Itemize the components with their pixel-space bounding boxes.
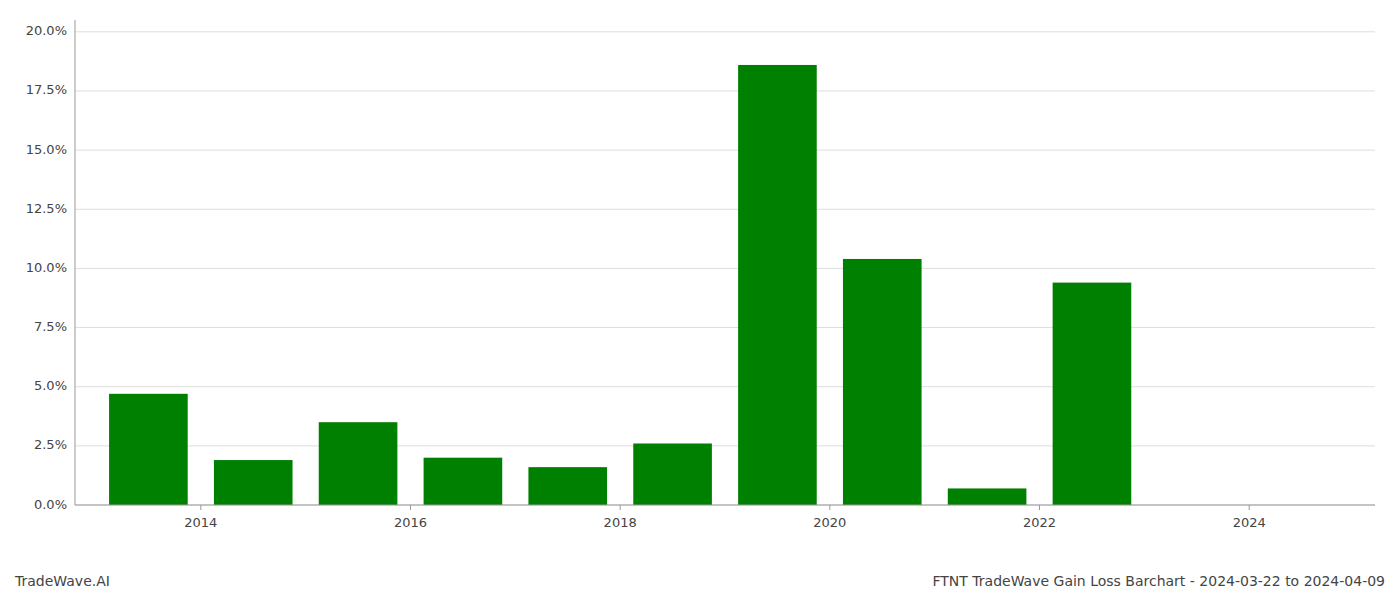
y-tick-label: 0.0% [34, 497, 67, 512]
y-tick-label: 5.0% [34, 378, 67, 393]
y-tick-label: 2.5% [34, 437, 67, 452]
bar [319, 422, 398, 505]
x-tick-label: 2020 [813, 515, 846, 530]
x-tick-label: 2016 [394, 515, 427, 530]
bar [633, 443, 712, 505]
grid-line [75, 445, 1375, 446]
y-axis-line [75, 20, 76, 505]
y-axis: 0.0% 2.5% 5.0% 7.5% 10.0% 12.5% 15.0% 17.5% 20.0… [26, 20, 75, 512]
x-axis-line [75, 505, 1375, 506]
title: FTNT TradeWave Gain Loss Barchart - 2024… [933, 573, 1386, 589]
y-tick-label: 7.5% [34, 319, 67, 334]
y-tick-label: 10.0% [26, 260, 67, 275]
bar [214, 460, 293, 505]
bar [109, 394, 188, 505]
x-axis: 2014 2016 2018 2020 2022 2024 [75, 505, 1375, 530]
chart-svg: 0.0% 2.5% 5.0% 7.5% 10.0% 12.5% 15.0% 17.5% 20.0… [0, 0, 1400, 600]
watermark: TradeWave.AI [14, 573, 110, 589]
bar [948, 488, 1027, 505]
x-tick [410, 505, 411, 510]
x-tick [200, 505, 201, 510]
grid-line [75, 209, 1375, 210]
bar [1053, 283, 1132, 505]
x-tick [620, 505, 621, 510]
bar [738, 65, 817, 505]
y-tick-label: 17.5% [26, 82, 67, 97]
grid-line [75, 327, 1375, 328]
x-tick-label: 2022 [1023, 515, 1056, 530]
grid [75, 32, 1375, 505]
grid-line [75, 90, 1375, 91]
grid-line [75, 386, 1375, 387]
y-tick-label: 15.0% [26, 142, 67, 157]
chart-container: 0.0% 2.5% 5.0% 7.5% 10.0% 12.5% 15.0% 17.5% 20.0… [0, 0, 1400, 600]
x-tick [1249, 505, 1250, 510]
bars [109, 65, 1131, 505]
grid-line [75, 268, 1375, 269]
y-tick-label: 20.0% [26, 23, 67, 38]
bar [424, 458, 503, 505]
x-tick [829, 505, 830, 510]
x-tick-label: 2018 [604, 515, 637, 530]
x-tick [1039, 505, 1040, 510]
x-tick-label: 2014 [184, 515, 217, 530]
y-tick-label: 12.5% [26, 201, 67, 216]
bar [843, 259, 922, 505]
x-tick-label: 2024 [1233, 515, 1266, 530]
grid-line [75, 150, 1375, 151]
grid-line [75, 505, 1375, 506]
grid-line [75, 31, 1375, 32]
bar [528, 467, 607, 505]
